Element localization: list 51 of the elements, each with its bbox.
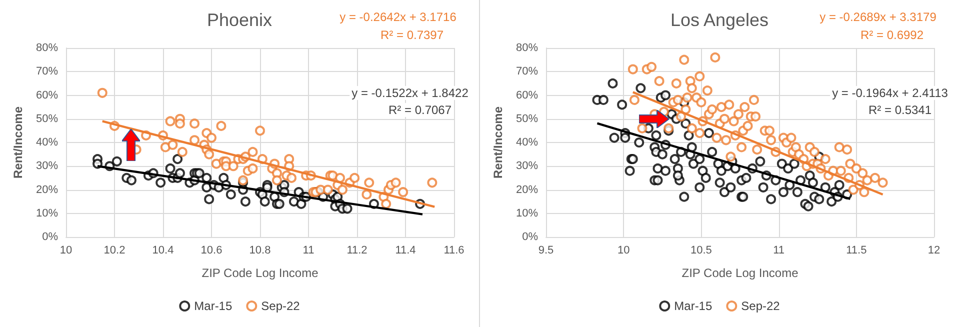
y-tick-label: 10% <box>516 207 538 220</box>
x-tick-label: 10.4 <box>152 244 174 256</box>
y-tick-label: 0% <box>42 231 58 243</box>
legend-label: Mar-15 <box>194 299 232 313</box>
y-tick-label: 30% <box>516 160 538 172</box>
x-axis-title: ZIP Code Log Income <box>202 266 319 280</box>
y-tick-label: 50% <box>516 112 538 125</box>
y-tick-label: 20% <box>36 184 58 196</box>
x-tick-label: 11.5 <box>846 244 867 256</box>
annotation: y = -0.1964x + 2.4113 <box>832 86 948 100</box>
y-tick-label: 30% <box>36 160 58 172</box>
y-tick-label: 40% <box>516 136 538 148</box>
x-tick-label: 10.6 <box>200 244 222 256</box>
text: y = -0.2642x + 3.1716 <box>340 10 457 24</box>
y-tick-label: 60% <box>36 89 58 102</box>
x-tick-label: 10.8 <box>249 244 271 256</box>
chart-title: Los Angeles <box>670 10 769 30</box>
annotation: R² = 0.5341 <box>868 103 932 117</box>
y-tick-label: 60% <box>516 89 538 102</box>
y-tick-label: 80% <box>516 42 538 54</box>
x-tick-label: 10 <box>617 244 630 256</box>
x-tick-label: 11 <box>773 244 785 256</box>
y-tick-label: 0% <box>522 231 538 243</box>
y-tick-label: 20% <box>516 184 538 196</box>
y-tick-label: 40% <box>36 136 58 148</box>
x-tick-label: 10 <box>60 244 72 256</box>
x-tick-label: 11 <box>302 244 314 256</box>
x-tick-label: 9.5 <box>538 244 554 256</box>
y-tick-label: 70% <box>516 66 538 78</box>
chart-title: Phoenix <box>206 10 272 30</box>
legend-label: Sep-22 <box>261 299 300 313</box>
y-tick-label: 10% <box>36 207 58 220</box>
y-tick-label: 70% <box>36 66 58 78</box>
annotation: y = -0.1522x + 1.8422 <box>352 86 469 100</box>
text: R² = 0.6992 <box>860 28 924 42</box>
x-tick-label: 12 <box>928 244 940 256</box>
x-tick-label: 10.2 <box>104 244 126 256</box>
y-tick-label: 50% <box>36 112 58 125</box>
y-axis-title: Rent/Income <box>11 106 25 179</box>
legend-label: Mar-15 <box>674 299 712 313</box>
x-tick-label: 11.2 <box>346 244 368 256</box>
y-tick-label: 80% <box>36 42 58 54</box>
x-tick-label: 10.5 <box>690 244 712 256</box>
x-axis-title: ZIP Code Log Income <box>682 266 799 280</box>
text: R² = 0.7397 <box>380 28 444 42</box>
text: y = -0.2689x + 3.3179 <box>820 10 937 24</box>
annotation: R² = 0.7067 <box>388 103 452 117</box>
legend-label: Sep-22 <box>741 299 780 313</box>
y-axis-title: Rent/Income <box>491 106 505 179</box>
x-tick-label: 11.6 <box>444 244 464 256</box>
x-tick-label: 11.4 <box>395 244 416 256</box>
